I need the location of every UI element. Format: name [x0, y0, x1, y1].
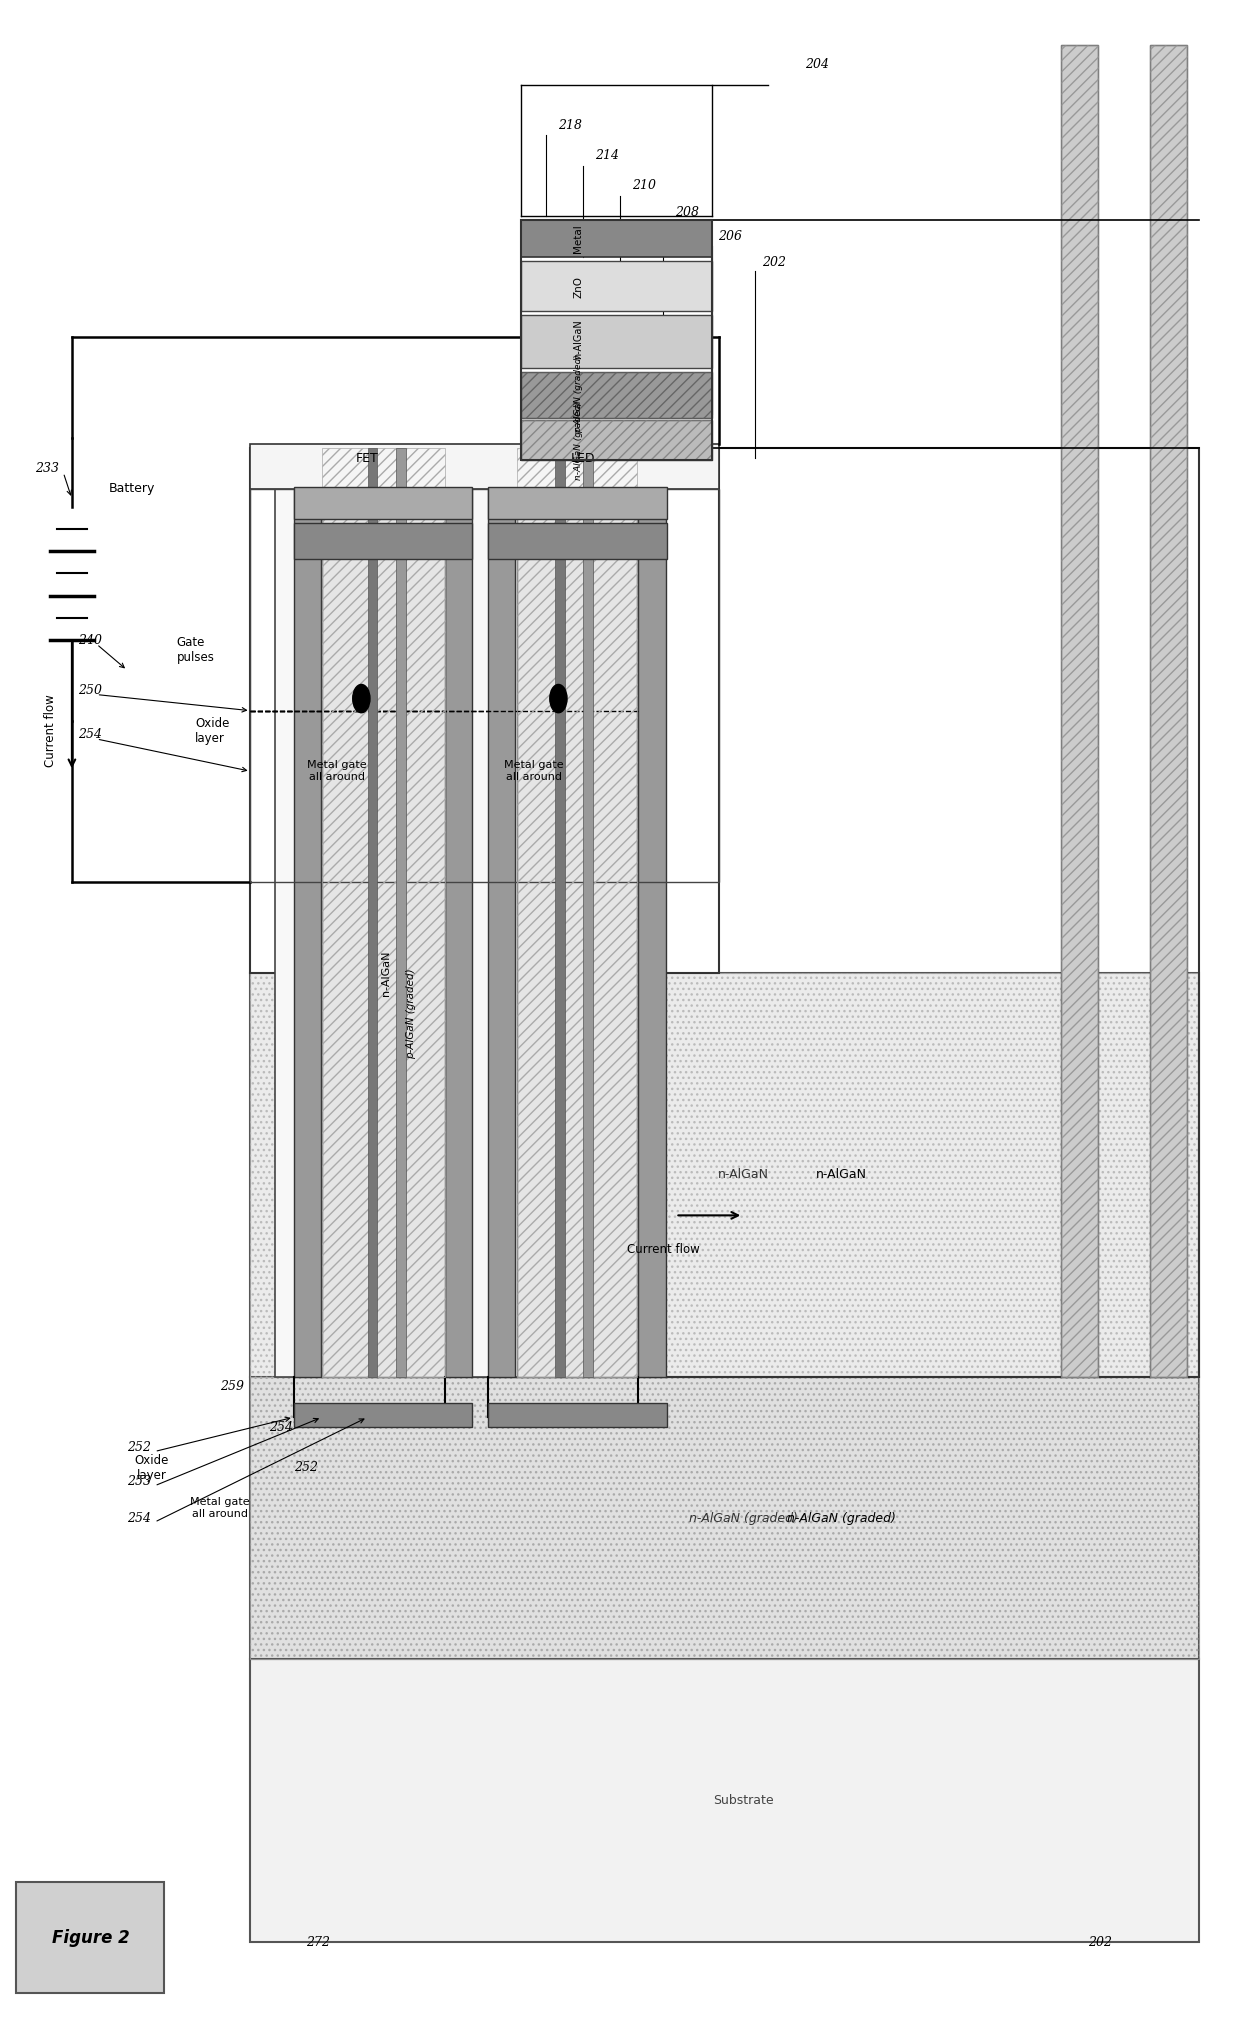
Text: 233: 233: [35, 462, 60, 474]
Bar: [322, 448, 445, 1376]
Text: 208: 208: [676, 205, 699, 219]
Bar: [322, 448, 445, 1376]
Bar: [472, 448, 1199, 1376]
Bar: [554, 448, 564, 1376]
Text: 202: 202: [761, 255, 786, 270]
Text: 240: 240: [78, 634, 102, 647]
Text: 254: 254: [78, 728, 102, 742]
Bar: [1061, 45, 1097, 1376]
Text: Battery: Battery: [109, 482, 155, 495]
Text: Figure 2: Figure 2: [52, 1930, 129, 1948]
Text: Gate
pulses: Gate pulses: [176, 636, 215, 665]
Text: 253: 253: [128, 1476, 151, 1488]
Bar: [250, 489, 718, 882]
Bar: [489, 448, 516, 1376]
Text: ZnO: ZnO: [573, 276, 583, 298]
Text: Current flow: Current flow: [626, 1243, 699, 1257]
Text: 250: 250: [78, 683, 102, 697]
Bar: [16, 1881, 164, 1993]
Bar: [396, 448, 405, 1376]
Bar: [1149, 45, 1187, 1376]
Bar: [294, 1403, 472, 1427]
Bar: [472, 448, 663, 1376]
Bar: [275, 448, 466, 1376]
Text: p-AlGaN (graded): p-AlGaN (graded): [405, 969, 415, 1058]
Bar: [522, 420, 712, 460]
Text: n-AlGaN: n-AlGaN: [718, 1168, 769, 1182]
Bar: [583, 448, 593, 1376]
Bar: [522, 221, 712, 460]
Text: FET: FET: [356, 452, 379, 464]
Text: 214: 214: [595, 150, 619, 162]
Bar: [522, 371, 712, 418]
Bar: [489, 523, 667, 559]
Text: 272: 272: [306, 1936, 330, 1948]
Text: Metal gate
all around: Metal gate all around: [190, 1498, 249, 1518]
Text: n-AlGaN: n-AlGaN: [573, 320, 583, 359]
Bar: [250, 973, 1199, 1376]
Text: 210: 210: [632, 178, 656, 193]
Text: Metal gate
all around: Metal gate all around: [308, 760, 367, 782]
Text: n-AlGaN: n-AlGaN: [381, 951, 391, 995]
Text: Oxide
layer: Oxide layer: [135, 1453, 169, 1482]
Bar: [1149, 45, 1187, 1376]
Bar: [367, 448, 377, 1376]
Text: n-AlGaN (graded): n-AlGaN (graded): [574, 401, 583, 480]
Text: Metal gate
all around: Metal gate all around: [503, 760, 564, 782]
Bar: [522, 314, 712, 367]
Text: Substrate: Substrate: [713, 1794, 774, 1808]
Bar: [522, 371, 712, 418]
Bar: [517, 448, 637, 1376]
Bar: [639, 448, 666, 1376]
Circle shape: [352, 685, 370, 714]
Text: 206: 206: [718, 229, 743, 243]
Text: n-AlGaN: n-AlGaN: [816, 1168, 867, 1182]
Bar: [250, 1660, 1199, 1942]
Bar: [250, 973, 1199, 1376]
Text: 204: 204: [805, 59, 828, 71]
Bar: [522, 221, 712, 257]
Text: Metal: Metal: [573, 223, 583, 253]
Text: 252: 252: [294, 1461, 317, 1474]
Bar: [489, 1403, 667, 1427]
Text: 218: 218: [558, 120, 583, 132]
Bar: [522, 420, 712, 460]
Bar: [489, 486, 667, 519]
Bar: [522, 261, 712, 310]
Text: LED: LED: [570, 452, 595, 464]
Text: n-AlGaN (graded): n-AlGaN (graded): [688, 1512, 797, 1524]
Bar: [250, 1376, 1199, 1660]
Text: Oxide
layer: Oxide layer: [195, 718, 229, 744]
Text: n-AlGaN (graded): n-AlGaN (graded): [787, 1512, 897, 1524]
Bar: [250, 448, 718, 973]
Text: p-AlGaN (graded): p-AlGaN (graded): [574, 355, 583, 434]
Bar: [294, 523, 472, 559]
Bar: [1061, 45, 1097, 1376]
Bar: [445, 448, 472, 1376]
Bar: [294, 486, 472, 519]
Text: Current flow: Current flow: [45, 695, 57, 768]
Bar: [294, 448, 321, 1376]
Bar: [250, 444, 718, 489]
Circle shape: [549, 685, 567, 714]
Text: 202: 202: [1087, 1936, 1112, 1948]
Text: 254: 254: [269, 1421, 293, 1433]
Bar: [250, 1376, 1199, 1660]
Text: 252: 252: [128, 1441, 151, 1453]
Text: 259: 259: [219, 1380, 244, 1393]
Text: 254: 254: [128, 1512, 151, 1524]
Bar: [517, 448, 637, 1376]
